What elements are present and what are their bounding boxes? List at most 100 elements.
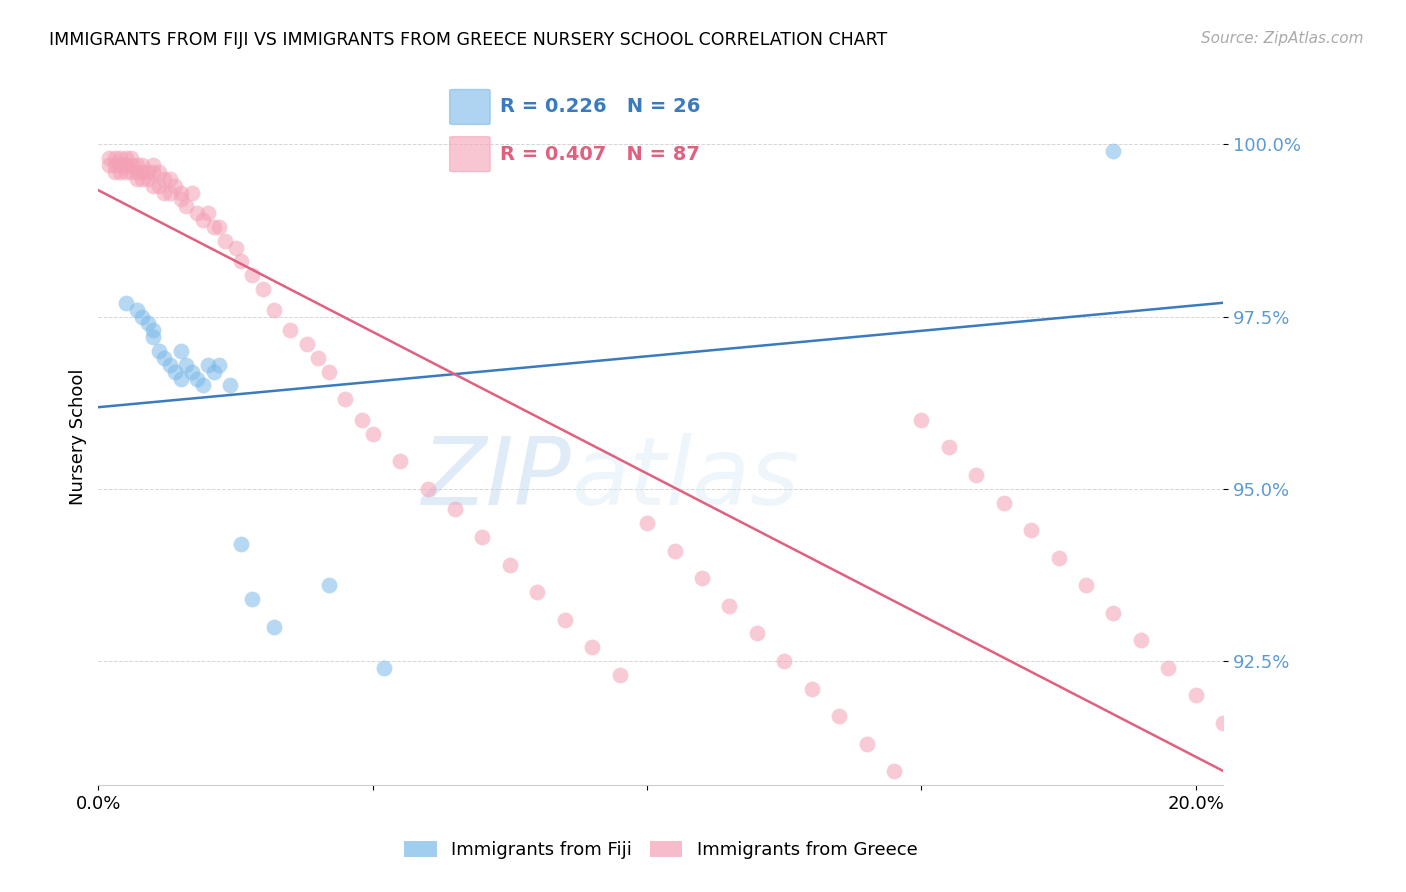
Point [263,619,285,633]
Point [208,358,231,372]
Point [159,171,181,186]
Point [664,543,686,558]
Point [554,613,576,627]
Point [136,317,159,331]
Point [142,178,165,193]
Point [389,454,412,468]
Point [1047,550,1070,565]
Point [1129,633,1152,648]
Point [910,413,932,427]
Point [499,558,522,572]
Point [636,516,658,531]
Point [280,323,302,337]
Point [745,626,768,640]
Point [186,371,208,385]
Point [98,151,121,165]
Point [142,158,165,172]
Point [131,310,153,324]
Point [191,378,214,392]
Point [373,661,395,675]
Text: Source: ZipAtlas.com: Source: ZipAtlas.com [1201,31,1364,46]
Point [208,219,231,234]
Point [202,219,225,234]
Point [131,158,153,172]
Point [110,165,132,179]
Point [581,640,603,655]
Point [1184,689,1206,703]
Point [773,654,796,668]
Point [170,371,193,385]
Point [1240,743,1263,757]
Point [1267,771,1289,785]
Point [131,165,153,179]
Point [110,158,132,172]
Point [136,171,159,186]
Point [148,343,170,358]
Point [229,537,252,551]
Point [965,467,987,482]
Point [318,365,340,379]
Point [1102,606,1125,620]
Point [609,667,631,681]
Point [240,268,263,283]
Point [115,158,138,172]
Point [165,365,187,379]
Point [120,165,142,179]
Point [170,193,193,207]
Point [170,343,193,358]
Point [104,165,127,179]
Point [98,158,121,172]
Point [307,351,329,365]
Point [191,213,214,227]
Point [159,186,181,200]
Point [153,171,176,186]
Point [125,302,148,317]
Text: R = 0.407   N = 87: R = 0.407 N = 87 [501,145,700,163]
Point [225,241,247,255]
Point [104,151,127,165]
FancyBboxPatch shape [450,89,491,124]
Point [197,358,219,372]
Text: atlas: atlas [571,434,799,524]
Point [142,330,165,344]
Text: R = 0.226   N = 26: R = 0.226 N = 26 [501,97,700,117]
Point [131,171,153,186]
Point [240,591,263,606]
Point [219,378,242,392]
Point [186,206,208,220]
Text: ZIP: ZIP [422,434,571,524]
Point [142,323,165,337]
Point [855,737,877,751]
Point [153,186,176,200]
FancyBboxPatch shape [450,136,491,171]
Point [136,165,159,179]
Point [120,151,142,165]
Point [229,254,252,268]
Point [1102,145,1125,159]
Point [170,186,193,200]
Point [115,295,138,310]
Point [153,351,176,365]
Point [335,392,357,407]
Point [252,282,274,296]
Point [1019,523,1042,537]
Point [180,365,202,379]
Point [263,302,285,317]
Point [295,337,318,351]
Point [690,571,713,585]
Point [174,358,197,372]
Point [125,158,148,172]
Point [718,599,741,613]
Point [416,482,439,496]
Point [202,365,225,379]
Point [159,358,181,372]
Point [471,530,494,544]
Point [115,165,138,179]
Point [828,709,851,723]
Point [938,441,960,455]
Point [993,495,1015,509]
Point [148,178,170,193]
Point [214,234,236,248]
Point [1157,661,1180,675]
Point [165,178,187,193]
